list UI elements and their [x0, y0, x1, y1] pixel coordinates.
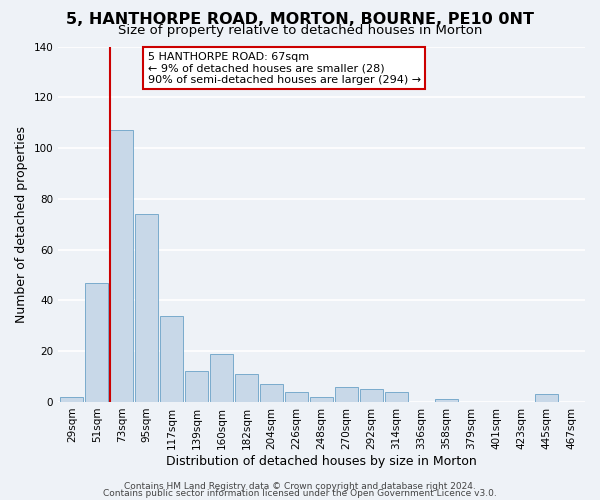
Bar [535, 394, 558, 402]
Bar [385, 392, 408, 402]
Text: 5 HANTHORPE ROAD: 67sqm
← 9% of detached houses are smaller (28)
90% of semi-det: 5 HANTHORPE ROAD: 67sqm ← 9% of detached… [148, 52, 421, 85]
Bar [136, 214, 158, 402]
Bar [85, 282, 109, 402]
Bar [210, 354, 233, 402]
Bar [285, 392, 308, 402]
Text: Size of property relative to detached houses in Morton: Size of property relative to detached ho… [118, 24, 482, 37]
Bar [435, 400, 458, 402]
Bar [185, 372, 208, 402]
Bar [160, 316, 183, 402]
Bar [360, 390, 383, 402]
Text: Contains HM Land Registry data © Crown copyright and database right 2024.: Contains HM Land Registry data © Crown c… [124, 482, 476, 491]
X-axis label: Distribution of detached houses by size in Morton: Distribution of detached houses by size … [166, 454, 477, 468]
Y-axis label: Number of detached properties: Number of detached properties [15, 126, 28, 322]
Bar [110, 130, 133, 402]
Bar [310, 397, 333, 402]
Text: Contains public sector information licensed under the Open Government Licence v3: Contains public sector information licen… [103, 489, 497, 498]
Bar [61, 397, 83, 402]
Bar [235, 374, 258, 402]
Bar [335, 386, 358, 402]
Text: 5, HANTHORPE ROAD, MORTON, BOURNE, PE10 0NT: 5, HANTHORPE ROAD, MORTON, BOURNE, PE10 … [66, 12, 534, 26]
Bar [260, 384, 283, 402]
